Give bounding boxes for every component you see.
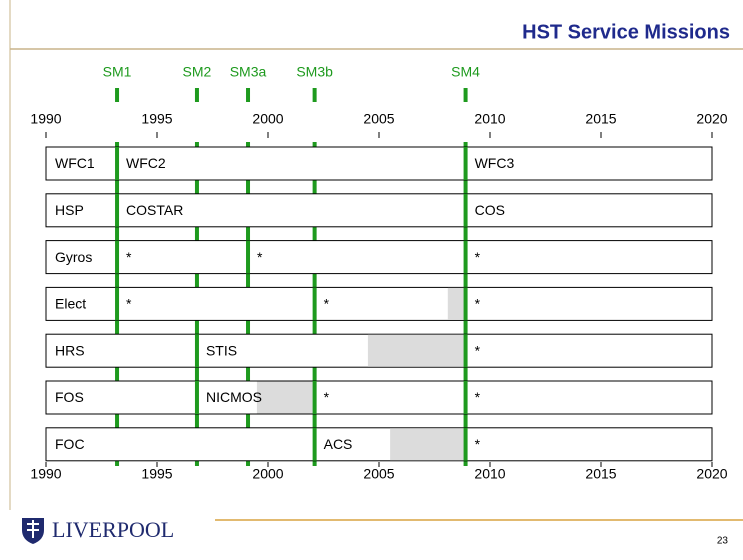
item-label: *	[324, 389, 330, 405]
item-label: WFC1	[55, 155, 95, 171]
item-label: FOC	[55, 436, 85, 452]
axis-label-bottom: 2000	[252, 466, 283, 482]
item-label: NICMOS	[206, 389, 262, 405]
item-label: Gyros	[55, 249, 92, 265]
shaded-period	[447, 287, 466, 320]
mission-label: SM1	[103, 64, 132, 80]
row-box	[45, 193, 713, 228]
item-label: *	[475, 436, 481, 452]
axis-label-bottom: 1990	[30, 466, 61, 482]
item-label: COS	[475, 202, 505, 218]
item-label: FOS	[55, 389, 84, 405]
item-label: WFC2	[126, 155, 166, 171]
item-label: *	[475, 389, 481, 405]
axis-label-bottom: 2015	[585, 466, 616, 482]
axis-label-top: 2000	[252, 111, 283, 127]
shaded-period	[367, 334, 466, 367]
row-box	[45, 427, 713, 462]
axis-label-bottom: 2020	[696, 466, 727, 482]
item-label: *	[257, 249, 263, 265]
mission-label: SM4	[451, 64, 480, 80]
item-label: HSP	[55, 202, 84, 218]
axis-label-top: 2005	[363, 111, 394, 127]
logo-text: LIVERPOOL	[52, 517, 174, 542]
item-label: STIS	[206, 342, 237, 358]
item-label: *	[126, 296, 132, 312]
item-label: *	[126, 249, 132, 265]
page-number: 23	[717, 536, 729, 547]
row-box	[45, 240, 713, 275]
item-label: HRS	[55, 342, 85, 358]
item-label: *	[475, 296, 481, 312]
item-label: *	[475, 342, 481, 358]
row-box	[45, 380, 713, 415]
mission-label: SM2	[183, 64, 212, 80]
timeline: 1990 1990 1995 1995 2000 2000 2005 2005 2010 2010…	[30, 64, 727, 482]
shaded-period	[256, 381, 315, 414]
item-label: Elect	[55, 296, 86, 312]
axis-label-top: 2015	[585, 111, 616, 127]
shaded-period	[390, 428, 466, 461]
axis-label-top: 1990	[30, 111, 61, 127]
item-label: COSTAR	[126, 202, 183, 218]
slide-title: HST Service Missions	[522, 21, 730, 43]
axis-label-top: 2010	[474, 111, 505, 127]
row-box	[45, 286, 713, 321]
axis-label-bottom: 1995	[141, 466, 172, 482]
item-label: *	[475, 249, 481, 265]
item-label: WFC3	[475, 155, 515, 171]
mission-label: SM3b	[296, 64, 333, 80]
mission-label: SM3a	[230, 64, 267, 80]
item-label: ACS	[324, 436, 353, 452]
row-box	[45, 146, 713, 181]
axis-label-bottom: 2010	[474, 466, 505, 482]
logo-emblem	[27, 520, 39, 538]
axis-label-top: 1995	[141, 111, 172, 127]
axis-label-top: 2020	[696, 111, 727, 127]
axis-label-bottom: 2005	[363, 466, 394, 482]
item-label: *	[324, 296, 330, 312]
